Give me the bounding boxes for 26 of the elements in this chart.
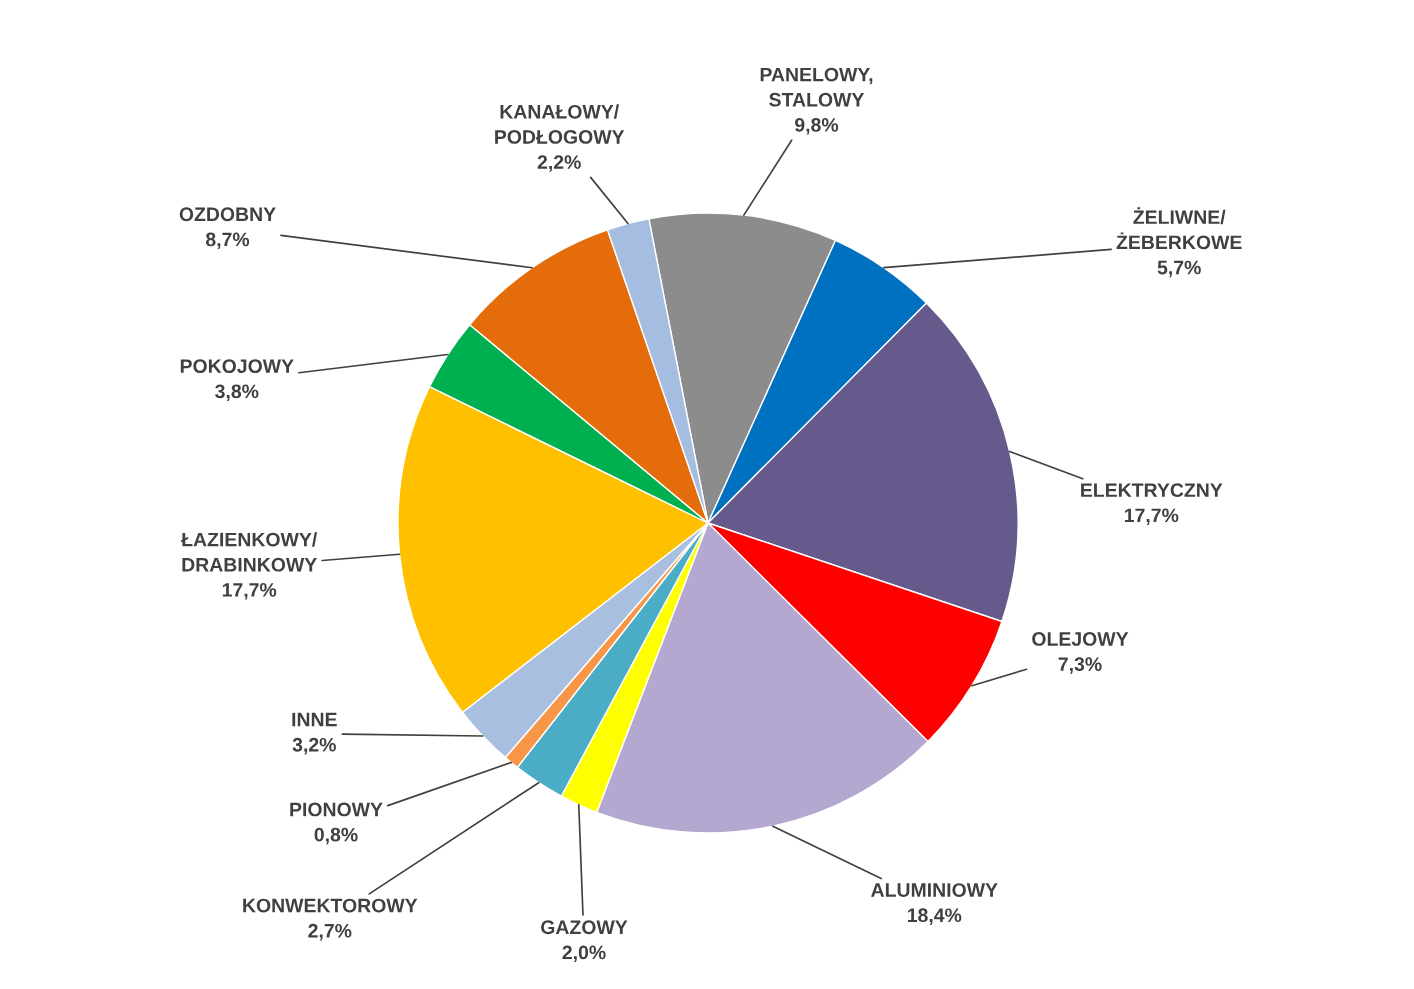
data-label: 5,7%	[1157, 260, 1201, 278]
slice-label: KONWEKTOROWY	[243, 898, 418, 913]
slice-label: GAZOWY	[541, 920, 628, 935]
data-label: 7,3%	[1058, 657, 1102, 674]
data-label: 17,7%	[222, 583, 277, 600]
data-label: 2,0%	[562, 945, 606, 963]
data-label: 2,7%	[308, 923, 352, 941]
slice-label: PANELOWY, STALOWY	[760, 67, 873, 107]
data-label: 8,7%	[205, 232, 250, 250]
slice-label: ŁAZIENKOWY/ DRABINKOWY	[181, 532, 318, 572]
data-label: 18,4%	[907, 908, 962, 925]
slice-label: OZDOBNY	[179, 207, 276, 222]
slice-label: ELEKTRYCZNY	[1081, 483, 1223, 498]
data-label: 2,2%	[537, 155, 581, 172]
slice-label: OLEJOWY	[1032, 632, 1129, 646]
slice-label: ALUMINIOWY	[871, 883, 998, 897]
data-label: 0,8%	[314, 827, 358, 845]
data-label: 17,7%	[1124, 508, 1179, 526]
slice-label: ŻELIWNE/ ŻEBERKOWE	[1116, 207, 1242, 250]
data-label: 3,8%	[215, 384, 259, 402]
slice-label: INNE	[292, 712, 337, 727]
data-label: 9,8%	[795, 118, 839, 135]
slice-label: PIONOWY	[290, 802, 383, 817]
data-label: 3,2%	[292, 737, 336, 755]
slice-label: POKOJOWY	[180, 359, 294, 374]
slice-label: KANAŁOWY/ PODŁOGOWY	[495, 104, 625, 144]
